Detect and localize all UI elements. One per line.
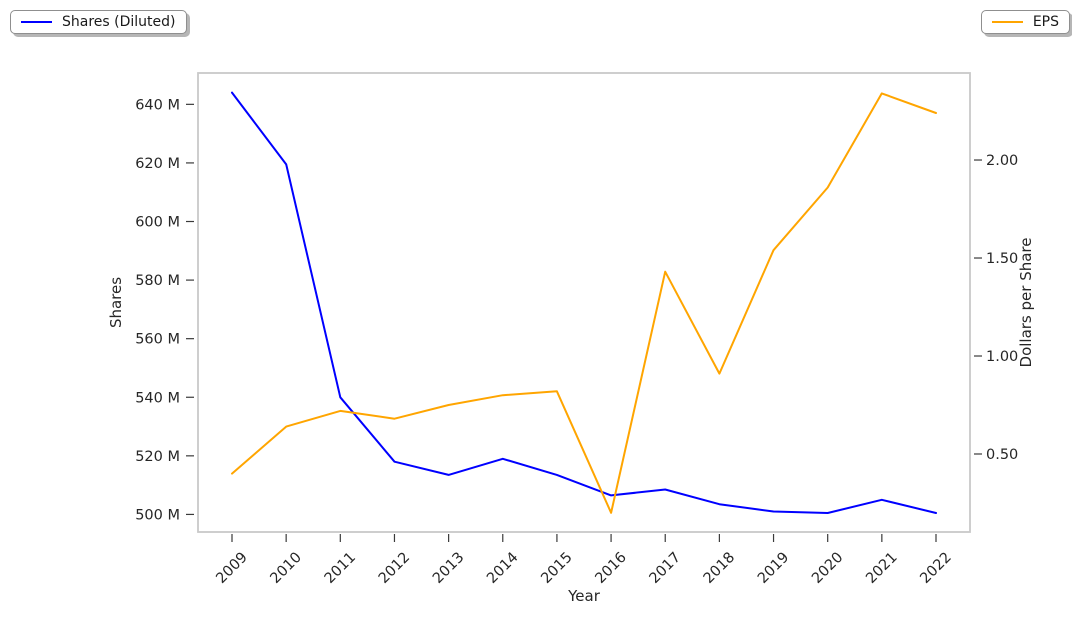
right-axis-tick-label: 2.00 [986, 153, 1018, 169]
legend-eps-label: EPS [1032, 14, 1059, 30]
x-axis-tick-label: 2016 [592, 550, 629, 587]
shares-line-swatch [21, 20, 52, 24]
left-axis-tick-label: 600 M [135, 215, 180, 231]
x-axis-label: Year [567, 587, 601, 605]
right-axis-tick-label: 0.50 [986, 447, 1018, 463]
left-axis-tick-label: 560 M [135, 332, 180, 348]
x-axis-tick-label: 2019 [755, 550, 792, 587]
x-axis-tick-label: 2017 [647, 550, 684, 587]
eps-line-swatch [991, 20, 1023, 24]
y-axis-label-left: Shares [107, 277, 125, 328]
left-axis-tick-label: 520 M [135, 449, 180, 465]
x-axis-tick-label: 2013 [430, 550, 467, 587]
y-axis-label-right: Dollars per Share [1017, 238, 1035, 368]
x-axis-tick-label: 2011 [322, 550, 359, 587]
legend-eps: EPS [980, 10, 1070, 34]
right-axis-tick-label: 1.00 [986, 349, 1018, 365]
x-axis-tick-label: 2018 [701, 550, 738, 587]
right-axis-tick-label: 1.50 [986, 251, 1018, 267]
left-axis-tick-label: 540 M [135, 390, 180, 406]
legend-shares-label: Shares (Diluted) [62, 14, 176, 30]
x-axis-tick-label: 2020 [809, 550, 846, 587]
x-axis-tick-label: 2009 [213, 550, 250, 587]
left-axis-tick-label: 500 M [135, 507, 180, 523]
left-axis-tick-label: 620 M [135, 156, 180, 172]
legend-shares-diluted: Shares (Diluted) [10, 10, 187, 34]
left-axis-tick-label: 580 M [135, 273, 180, 289]
x-axis-tick-label: 2014 [484, 550, 521, 587]
x-axis-tick-label: 2022 [917, 550, 954, 587]
plot-border [197, 72, 971, 533]
eps-line [231, 92, 937, 514]
shares-diluted-line [231, 91, 937, 514]
x-axis-tick-label: 2010 [268, 550, 305, 587]
x-axis-tick-label: 2021 [863, 550, 900, 587]
x-axis-tick-label: 2015 [538, 550, 575, 587]
x-axis-tick-label: 2012 [376, 550, 413, 587]
left-axis-tick-label: 640 M [135, 97, 180, 113]
